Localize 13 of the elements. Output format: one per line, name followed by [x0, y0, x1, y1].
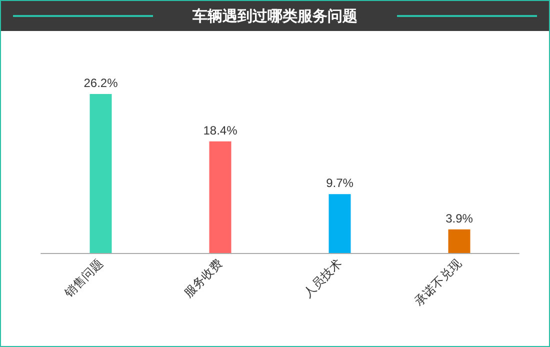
data-label: 3.9% [446, 211, 474, 226]
x-tick-label: 销售问题 [61, 256, 106, 301]
bar [328, 194, 351, 253]
data-label: 26.2% [84, 76, 118, 90]
bar [90, 94, 112, 253]
chart-title: 车辆遇到过哪类服务问题 [1, 1, 549, 31]
x-tick-label: 服务收费 [181, 256, 226, 300]
bar [448, 229, 470, 253]
x-tick-label: 承诺不兑现 [412, 256, 464, 308]
bar [209, 141, 232, 253]
x-tick-label: 人员技术 [300, 256, 345, 300]
data-label: 18.4% [203, 123, 238, 138]
data-label: 9.7% [326, 176, 354, 190]
